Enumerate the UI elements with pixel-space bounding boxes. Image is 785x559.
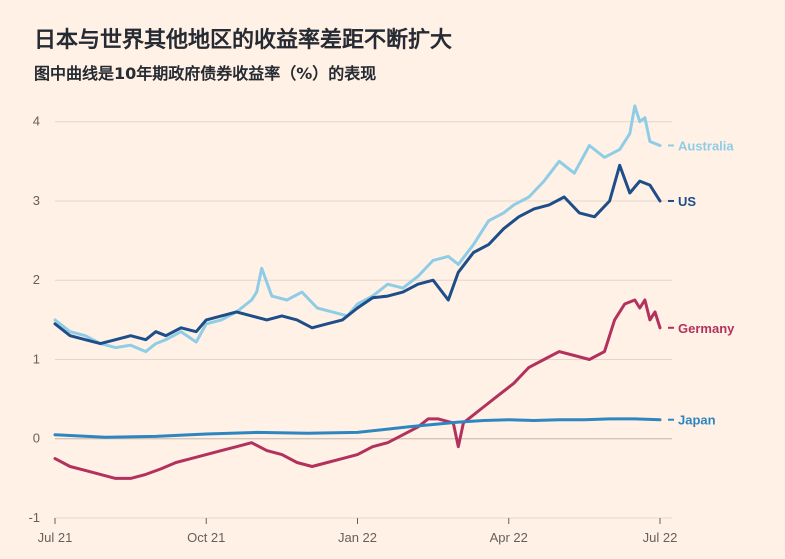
y-tick-label: 2 [33,272,40,287]
series-line-japan [53,417,662,439]
chart-title: 日本与世界其他地区的收益率差距不断扩大 [34,28,453,53]
x-tick-label: Apr 22 [490,530,528,545]
y-tick-label: 4 [33,114,40,129]
axis-layer: -1 0 1 2 3 4 Jul 21 Oct 21 Jan 22 Apr 22 Jul 22 [28,114,677,545]
series-layer [53,104,662,480]
y-tick-label: 0 [33,431,40,446]
y-tick-label: -1 [28,510,40,525]
series-line-australia [53,104,662,354]
grid-layer [55,121,672,519]
x-tick-label: Oct 21 [187,530,225,545]
series-line-germany [53,298,662,480]
series-label-australia: Australia [678,138,734,153]
series-label-japan: Japan [678,413,716,428]
label-layer: Australia US Germany Japan [668,138,735,428]
x-tick-label: Jan 22 [338,530,377,545]
series-label-germany: Germany [678,321,735,336]
x-tick-label: Jul 22 [643,530,678,545]
y-tick-label: 3 [33,193,40,208]
series-label-us: US [678,194,696,209]
series-line-us [53,163,662,346]
x-tick-label: Jul 21 [38,530,73,545]
chart-subtitle: 图中曲线是10年期政府债券收益率（%）的表现 [34,64,377,83]
y-tick-label: 1 [33,351,40,366]
